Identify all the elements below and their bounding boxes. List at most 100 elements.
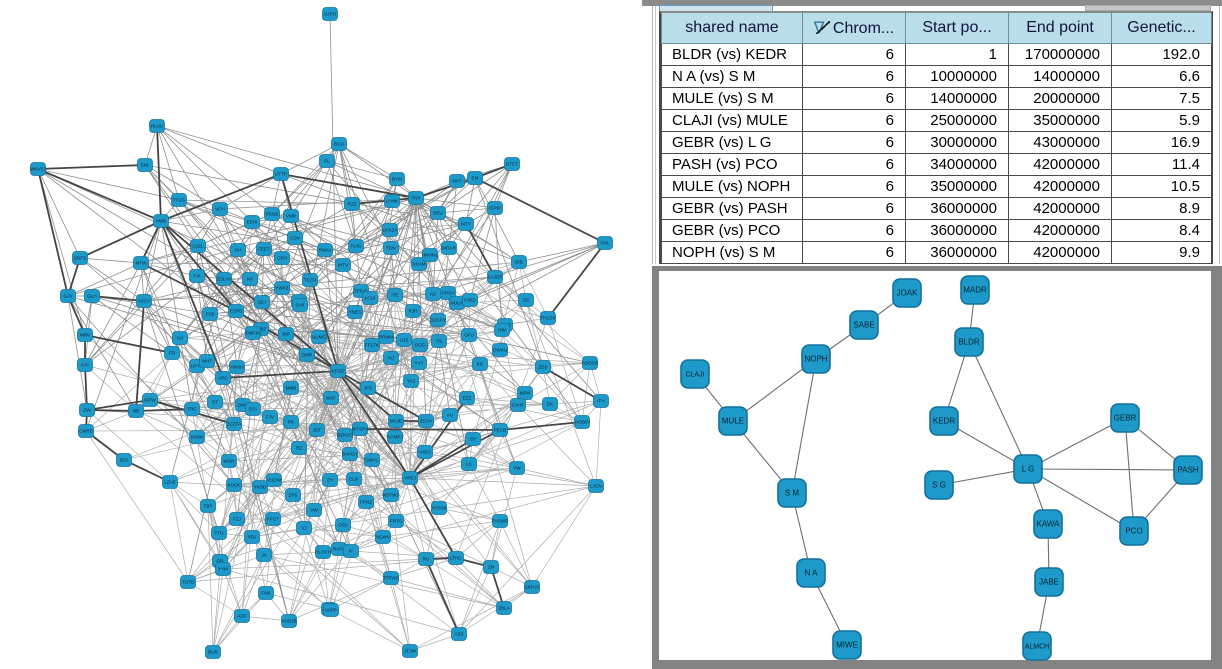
svg-text:AD: AD	[430, 292, 437, 297]
svg-text:CDCKY: CDCKY	[430, 318, 446, 323]
svg-text:RJR: RJR	[409, 309, 419, 314]
svg-text:THLOK: THLOK	[540, 316, 556, 321]
svg-text:BEU: BEU	[433, 211, 442, 216]
svg-text:ZOLVV: ZOLVV	[217, 277, 233, 282]
svg-text:HLUU: HLUU	[151, 124, 164, 129]
svg-text:YW: YW	[513, 466, 521, 471]
svg-text:LCUI: LCUI	[365, 296, 375, 301]
svg-text:S G: S G	[932, 481, 946, 490]
svg-text:FRTG: FRTG	[390, 519, 403, 524]
svg-text:RDJ: RDJ	[248, 535, 257, 540]
svg-text:PCO: PCO	[1125, 527, 1142, 536]
svg-text:SABE: SABE	[853, 321, 874, 330]
svg-text:AU: AU	[447, 413, 453, 418]
svg-text:KEGD: KEGD	[331, 369, 345, 374]
svg-text:VJ: VJ	[301, 526, 306, 531]
svg-text:FFLTK: FFLTK	[365, 343, 380, 348]
svg-text:ECI: ECI	[249, 407, 257, 412]
svg-text:UUMG: UUMG	[312, 335, 326, 340]
svg-text:ISPIP: ISPIP	[489, 206, 501, 211]
svg-text:ZPS: ZPS	[289, 493, 298, 498]
svg-text:LZAE: LZAE	[164, 480, 176, 485]
svg-text:N A: N A	[805, 569, 819, 578]
svg-text:VAPP: VAPP	[325, 608, 337, 613]
svg-text:YNEC: YNEC	[349, 310, 362, 315]
svg-text:HW: HW	[498, 328, 506, 333]
svg-text:FL: FL	[324, 159, 330, 164]
svg-text:NYMPJ: NYMPJ	[387, 435, 403, 440]
svg-text:FPNZ: FPNZ	[360, 500, 372, 505]
svg-text:YCCY: YCCY	[138, 299, 151, 304]
svg-text:TTGG: TTGG	[173, 198, 186, 203]
svg-text:BYM: BYM	[392, 177, 402, 182]
svg-text:COV: COV	[290, 236, 301, 241]
svg-text:PLB: PLB	[206, 312, 215, 317]
svg-text:BCU: BCU	[334, 142, 344, 147]
svg-text:L G: L G	[1022, 465, 1035, 474]
svg-text:NB: NB	[133, 409, 139, 414]
svg-text:MMB: MMB	[286, 386, 297, 391]
svg-text:WKVSJ: WKVSJ	[30, 167, 46, 172]
svg-text:KKAM: KKAM	[412, 262, 425, 267]
svg-text:FHSWD: FHSWD	[492, 519, 510, 524]
svg-text:PSGB: PSGB	[266, 212, 279, 217]
svg-text:PJKD: PJKD	[464, 298, 476, 303]
svg-text:HLOVH: HLOVH	[315, 550, 331, 555]
svg-text:S M: S M	[785, 489, 800, 498]
svg-text:VCH: VCH	[215, 207, 225, 212]
svg-text:IF: IF	[349, 549, 353, 554]
svg-text:MADR: MADR	[963, 286, 987, 295]
svg-text:YPEJ: YPEJ	[404, 476, 416, 481]
svg-text:GR: GR	[217, 559, 225, 564]
svg-text:FFCT: FFCT	[267, 517, 279, 522]
svg-text:YS: YS	[436, 339, 442, 344]
svg-text:KYI: KYI	[81, 363, 88, 368]
svg-text:KG: KG	[477, 362, 484, 367]
svg-text:JNF: JNF	[282, 332, 291, 337]
svg-text:ALMCH: ALMCH	[1025, 644, 1050, 651]
svg-text:HWJH: HWJH	[230, 365, 243, 370]
svg-text:YAZ: YAZ	[407, 379, 416, 384]
svg-text:YKSD: YKSD	[254, 485, 267, 490]
svg-text:ZCZFA: ZCZFA	[227, 422, 242, 427]
svg-text:YWPZ: YWPZ	[275, 286, 288, 291]
svg-text:YYM: YYM	[218, 567, 228, 572]
svg-text:OH: OH	[235, 248, 242, 253]
svg-text:MBV: MBV	[80, 333, 91, 338]
svg-text:EEHI: EEHI	[247, 220, 258, 225]
svg-text:OT: OT	[212, 400, 219, 405]
svg-text:CVHF: CVHF	[512, 403, 525, 408]
svg-text:ZGVV: ZGVV	[420, 419, 433, 424]
svg-text:ITE: ITE	[391, 293, 398, 298]
svg-text:ZDS: ZDS	[538, 365, 547, 370]
svg-text:IDG: IDG	[120, 458, 129, 463]
svg-text:UTTP: UTTP	[275, 172, 287, 177]
svg-text:SY: SY	[470, 437, 476, 442]
svg-text:MFM: MFM	[520, 391, 531, 396]
svg-text:BZKUC: BZKUC	[337, 433, 353, 438]
svg-text:LHHK: LHHK	[386, 199, 399, 204]
svg-text:ELIF: ELIF	[349, 477, 359, 482]
svg-text:JFS: JFS	[364, 386, 372, 391]
svg-text:ZN: ZN	[488, 565, 494, 570]
svg-text:FZJ: FZJ	[233, 517, 241, 522]
svg-text:RNKA: RNKA	[319, 248, 333, 253]
svg-text:NJ: NJ	[388, 356, 394, 361]
svg-text:JABE: JABE	[1039, 578, 1059, 587]
svg-text:AZS: AZS	[455, 632, 464, 637]
svg-text:FD: FD	[169, 351, 176, 356]
svg-text:VKFJ: VKFJ	[419, 450, 430, 455]
svg-text:OSV: OSV	[338, 523, 349, 528]
svg-text:FEET: FEET	[258, 247, 270, 252]
svg-text:EZZ: EZZ	[463, 396, 472, 401]
svg-text:CAJEP: CAJEP	[488, 275, 503, 280]
svg-text:PK: PK	[288, 420, 295, 425]
svg-text:CPH: CPH	[277, 256, 287, 261]
svg-text:RZZ: RZZ	[348, 202, 357, 207]
svg-text:KK: KK	[247, 277, 254, 282]
svg-text:TTU: TTU	[215, 531, 224, 536]
svg-text:MTW: MTW	[136, 261, 148, 266]
svg-text:FJV: FJV	[266, 415, 275, 420]
svg-text:GJZL: GJZL	[192, 244, 204, 249]
svg-text:OVL: OVL	[600, 241, 610, 246]
